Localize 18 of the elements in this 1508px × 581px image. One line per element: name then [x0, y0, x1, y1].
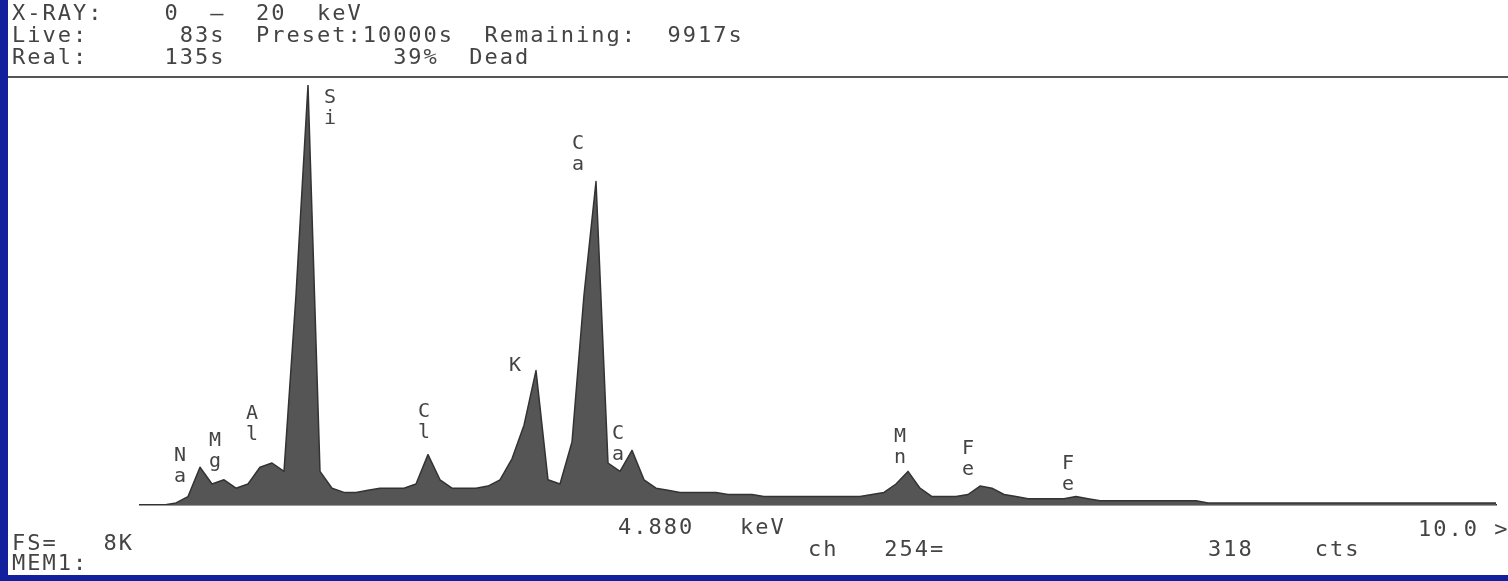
text: 4.880 keV — [618, 514, 786, 539]
annotation: Mg — [208, 427, 222, 472]
annotation: Al — [245, 400, 259, 445]
annotation: Mn — [893, 423, 907, 468]
text: Real: 135s 39% Dead — [12, 44, 531, 69]
annotation: Na — [173, 442, 187, 487]
annotation: Fe — [1061, 450, 1075, 495]
text: 10.0 > — [1418, 516, 1508, 541]
annotation: K — [508, 352, 522, 376]
text: X-RAY: 0 — 20 keV — [12, 0, 363, 25]
annotation: Ca — [571, 130, 585, 175]
annotation: Fe — [961, 435, 975, 480]
text: 318 cts — [1208, 536, 1361, 561]
text: ch 254= — [808, 536, 946, 561]
annotation: Ca — [611, 420, 625, 465]
annotation: Cl — [417, 398, 431, 443]
text: Live: 83s Preset:10000s Remaining: 9917s — [12, 22, 744, 47]
annotation: Si — [323, 84, 337, 129]
